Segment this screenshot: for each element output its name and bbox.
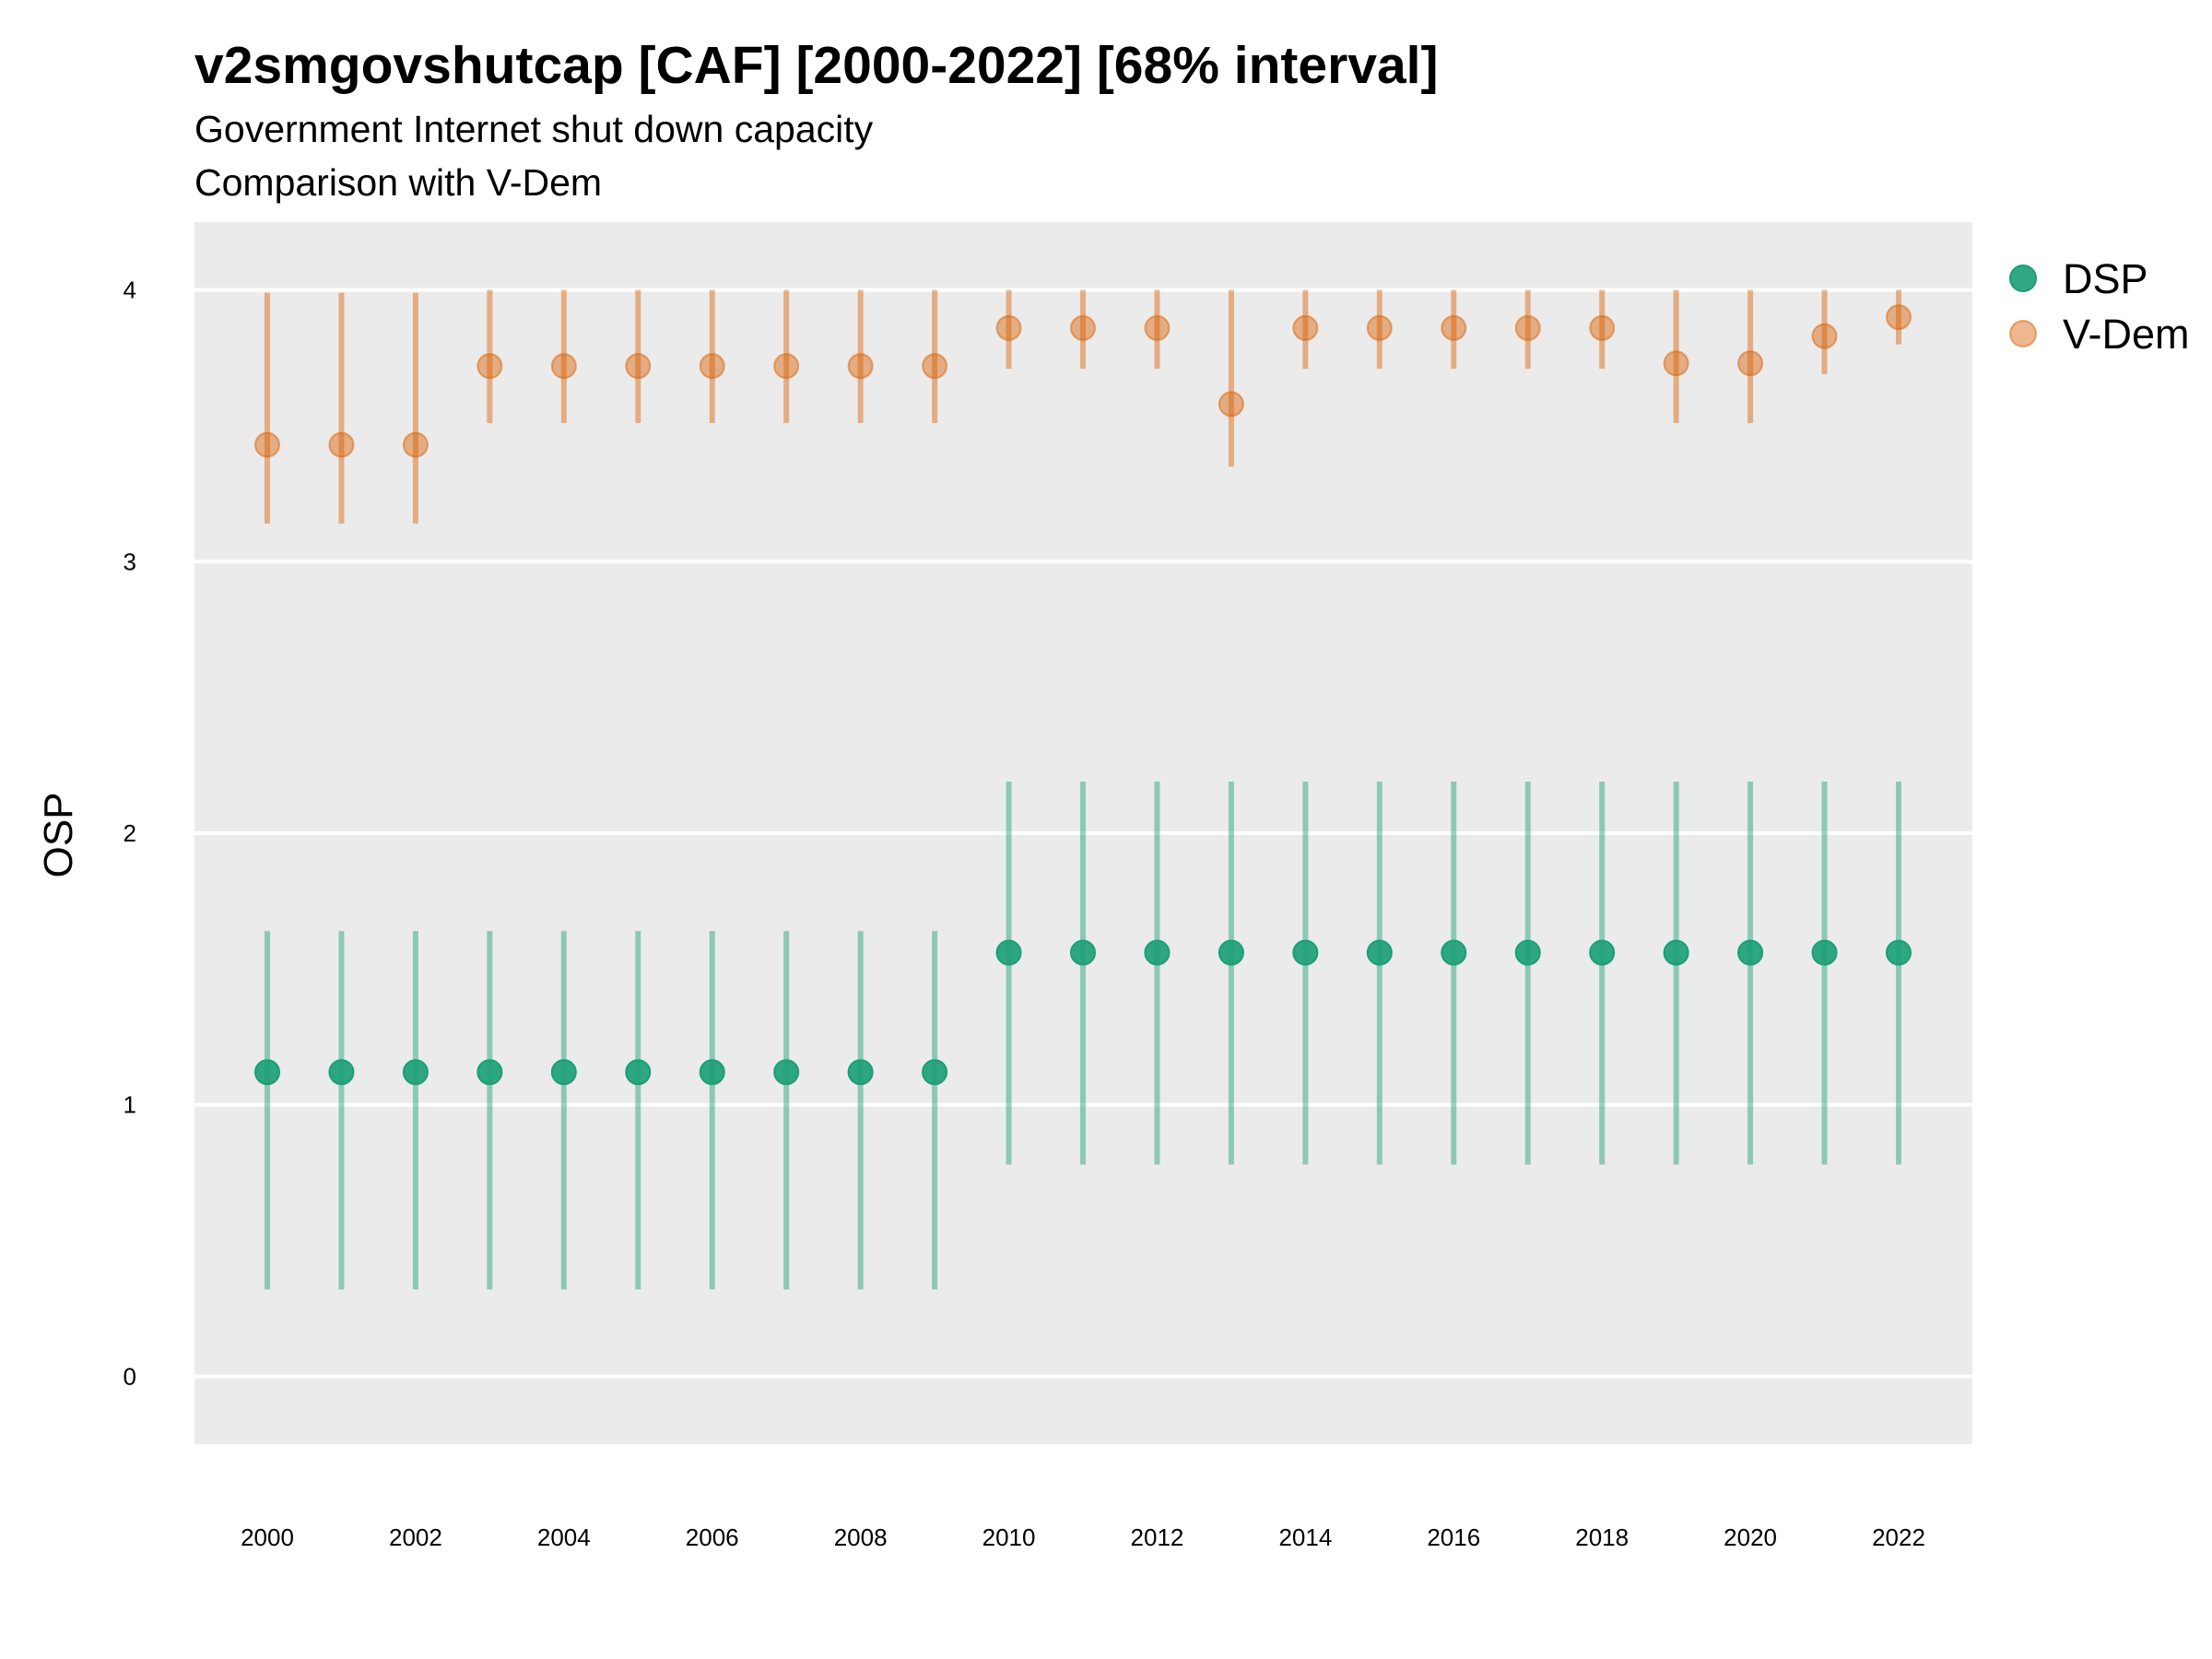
dsp-point-2012 [1144,939,1171,966]
error-bars [265,289,1901,1290]
x-tick-label-2006: 2006 [686,1524,739,1551]
dsp-point-2021 [1811,939,1838,966]
x-tick-label-2008: 2008 [834,1524,888,1551]
dsp-point-2000 [254,1059,280,1086]
v-dem-point-2000 [254,431,280,458]
dsp-point-2014 [1292,939,1319,966]
data-points [254,304,1912,1086]
x-tick-label-2016: 2016 [1427,1524,1480,1551]
x-axis-ticks: 2000 2002 2004 2006 2008 2010 2012 2014 2016 2018… [241,1524,1925,1551]
chart-subtitle-comparison: Comparison with V-Dem [194,161,603,204]
v-dem-point-2007 [773,353,800,380]
chart-title: v2smgovshutcap [CAF] [2000-2022] [68% in… [194,36,1439,95]
dsp-point-2008 [847,1059,874,1086]
v-dem-point-2022 [1886,304,1912,331]
dsp-point-2018 [1589,939,1616,966]
v-dem-point-2019 [1663,350,1689,377]
v-dem-point-2005 [625,353,652,380]
dsp-point-2017 [1514,939,1541,966]
dsp-point-2016 [1441,939,1467,966]
x-tick-label-2012: 2012 [1131,1524,1184,1551]
x-tick-label-2014: 2014 [1278,1524,1332,1551]
legend-label-dsp: DSP [2063,255,2148,302]
dsp-point-2001 [328,1059,355,1086]
v-dem-point-2002 [402,431,429,458]
y-tick-label-1: 1 [124,1091,136,1119]
dsp-point-2015 [1366,939,1393,966]
dsp-point-2019 [1663,939,1689,966]
legend: DSP V-Dem [2009,255,2190,358]
dsp-point-2003 [477,1059,503,1086]
dsp-point-2013 [1218,939,1244,966]
v-dem-point-2013 [1218,391,1244,418]
dsp-point-2005 [625,1059,652,1086]
legend-key-dsp [2009,265,2037,292]
x-tick-label-2004: 2004 [537,1524,591,1551]
v-dem-point-2016 [1441,314,1467,341]
gridlines [194,288,1972,1379]
dsp-point-2006 [699,1059,725,1086]
v-dem-point-2006 [699,353,725,380]
x-tick-label-2002: 2002 [389,1524,442,1551]
y-axis-title: OSP [36,793,81,878]
v-dem-point-2004 [550,353,577,380]
x-tick-label-2018: 2018 [1575,1524,1629,1551]
y-axis-ticks: 0 1 2 3 4 [124,276,136,1391]
v-dem-point-2001 [328,431,355,458]
x-tick-label-2020: 2020 [1724,1524,1777,1551]
dsp-point-2002 [402,1059,429,1086]
v-dem-point-2009 [922,353,948,380]
dsp-point-2004 [550,1059,577,1086]
y-tick-label-0: 0 [124,1362,136,1390]
x-tick-label-2000: 2000 [241,1524,294,1551]
legend-label-v-dem: V-Dem [2063,311,2190,358]
x-tick-label-2010: 2010 [982,1524,1036,1551]
dsp-point-2022 [1886,939,1912,966]
dsp-point-2011 [1070,939,1096,966]
y-tick-label-2: 2 [124,819,136,847]
v-dem-point-2008 [847,353,874,380]
v-dem-point-2011 [1070,314,1096,341]
chart-subtitle: Government Internet shut down capacity [194,108,874,150]
v-dem-point-2018 [1589,314,1616,341]
v-dem-point-2021 [1811,323,1838,349]
v-dem-point-2014 [1292,314,1319,341]
dsp-point-2009 [922,1059,948,1086]
x-tick-label-2022: 2022 [1872,1524,1925,1551]
y-tick-label-3: 3 [124,547,136,575]
v-dem-point-2012 [1144,314,1171,341]
v-dem-point-2003 [477,353,503,380]
dsp-point-2007 [773,1059,800,1086]
v-dem-point-2010 [995,314,1022,341]
y-tick-label-4: 4 [124,276,136,304]
v-dem-point-2015 [1366,314,1393,341]
legend-key-v-dem [2009,320,2037,347]
v-dem-point-2017 [1514,314,1541,341]
v-dem-point-2020 [1737,350,1764,377]
dsp-point-2020 [1737,939,1764,966]
dsp-point-2010 [995,939,1022,966]
